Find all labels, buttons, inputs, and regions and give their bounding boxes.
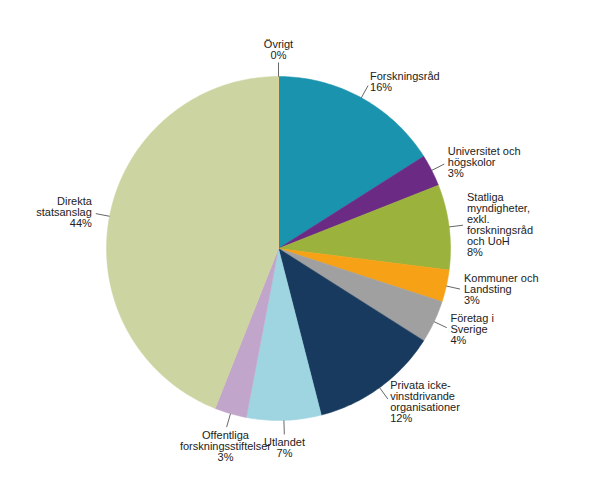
svg-text:Statligamyndigheter,exkl.forsk: Statligamyndigheter,exkl.forskningsrådoc…: [467, 191, 533, 258]
svg-text:Övrigt0%: Övrigt0%: [264, 38, 293, 61]
svg-text:Privata icke-vinstdrivandeorga: Privata icke-vinstdrivandeorganisationer…: [390, 379, 460, 424]
html-text:Utlandet: Utlandet: [264, 436, 305, 449]
html-text:7%: 7%: [276, 447, 293, 460]
svg-text:Företag iSverige4%: Företag iSverige4%: [450, 312, 493, 346]
svg-text:Offentligaforskningsstiftelser: Offentligaforskningsstiftelser3%: [180, 429, 271, 463]
svg-text:Direktastatsanslag44%: Direktastatsanslag44%: [36, 195, 93, 229]
svg-text:Universitet ochhögskolor3%: Universitet ochhögskolor3%: [448, 145, 521, 179]
svg-text:Forskningsråd16%: Forskningsråd16%: [370, 70, 440, 93]
svg-text:Kommuner ochLandsting3%: Kommuner ochLandsting3%: [464, 272, 539, 306]
